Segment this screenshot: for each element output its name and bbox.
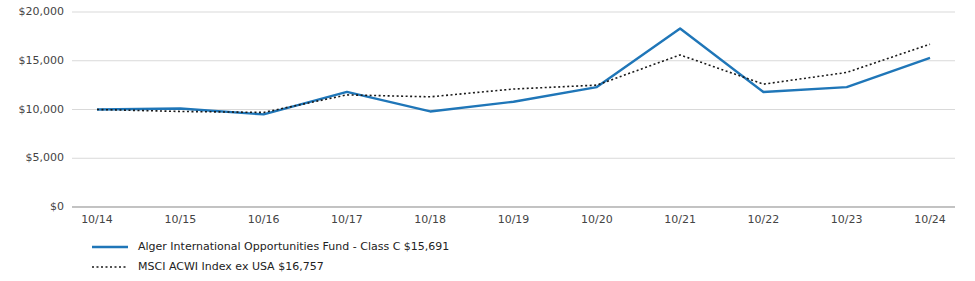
legend-swatch [92,246,128,248]
y-tick-label: $20,000 [19,5,65,18]
x-tick-label: 10/14 [81,213,113,226]
grid-line [72,12,955,13]
x-tick-label: 10/20 [581,213,613,226]
legend-swatch [92,266,128,268]
x-tick-label: 10/23 [831,213,863,226]
x-axis: 10/14 10/15 10/16 10/17 10/18 10/19 10/20 10/21… [81,213,946,226]
x-tick-label: 10/17 [331,213,363,226]
grid-line [72,207,955,208]
y-tick-label: $10,000 [19,103,65,116]
x-tick-label: 10/22 [748,213,780,226]
y-tick-label: $15,000 [19,54,65,67]
plot-area [97,29,930,115]
chart: $0$5,000$10,000$15,000$20,00010/1410/151… [0,0,975,281]
legend: Alger International Opportunities Fund -… [92,240,449,273]
grid-line [72,60,955,61]
series-line [97,29,930,115]
x-tick-label: 10/24 [914,213,946,226]
x-tick-label: 10/19 [498,213,530,226]
legend-label: Alger International Opportunities Fund -… [138,240,449,253]
grid-line [72,158,955,159]
x-tick-label: 10/16 [248,213,280,226]
x-tick-label: 10/21 [664,213,696,226]
y-tick-label: $0 [50,200,64,213]
y-axis: $0 $5,000 $10,000 $15,000 $20,000 [19,5,956,213]
x-tick-label: 10/18 [414,213,446,226]
y-tick-label: $5,000 [26,151,65,164]
legend-label: MSCI ACWI Index ex USA $16,757 [138,260,324,273]
x-axis-line [72,207,955,208]
series-line [97,44,930,112]
x-tick-label: 10/15 [164,213,196,226]
